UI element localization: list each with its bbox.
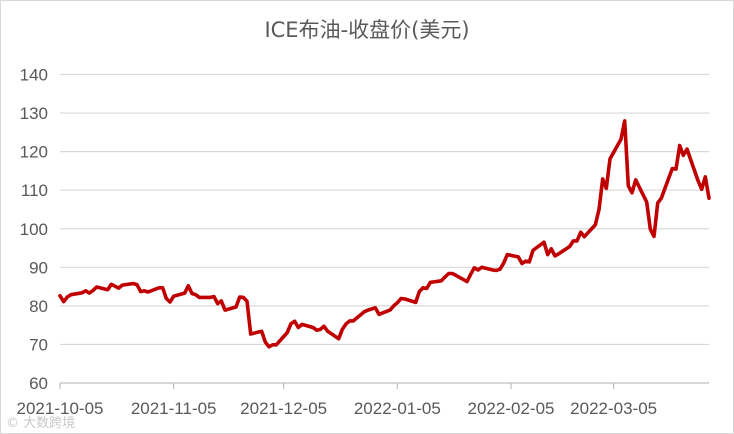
x-tick-label: 2021-12-05 (240, 399, 327, 418)
x-tick-label: 2022-02-05 (468, 399, 555, 418)
x-tick-label: 2022-01-05 (354, 399, 441, 418)
x-tick-label: 2021-11-05 (131, 399, 217, 418)
chart-title: ICE布油-收盘价(美元) (264, 18, 470, 42)
y-tick-label: 90 (29, 258, 48, 277)
y-tick-label: 80 (29, 297, 48, 316)
y-tick-label: 110 (21, 181, 48, 200)
y-tick-label: 130 (20, 104, 48, 123)
y-tick-label: 60 (29, 374, 48, 393)
y-tick-label: 70 (29, 335, 48, 354)
y-tick-label: 100 (20, 220, 48, 239)
x-tick-label: 2021-10-05 (17, 399, 104, 418)
x-tick-label: 2022-03-05 (570, 399, 657, 418)
series-line (58, 119, 711, 349)
y-tick-label: 120 (20, 143, 48, 162)
watermark: © 大数跨境 (6, 416, 76, 431)
y-tick-label: 140 (20, 66, 48, 85)
